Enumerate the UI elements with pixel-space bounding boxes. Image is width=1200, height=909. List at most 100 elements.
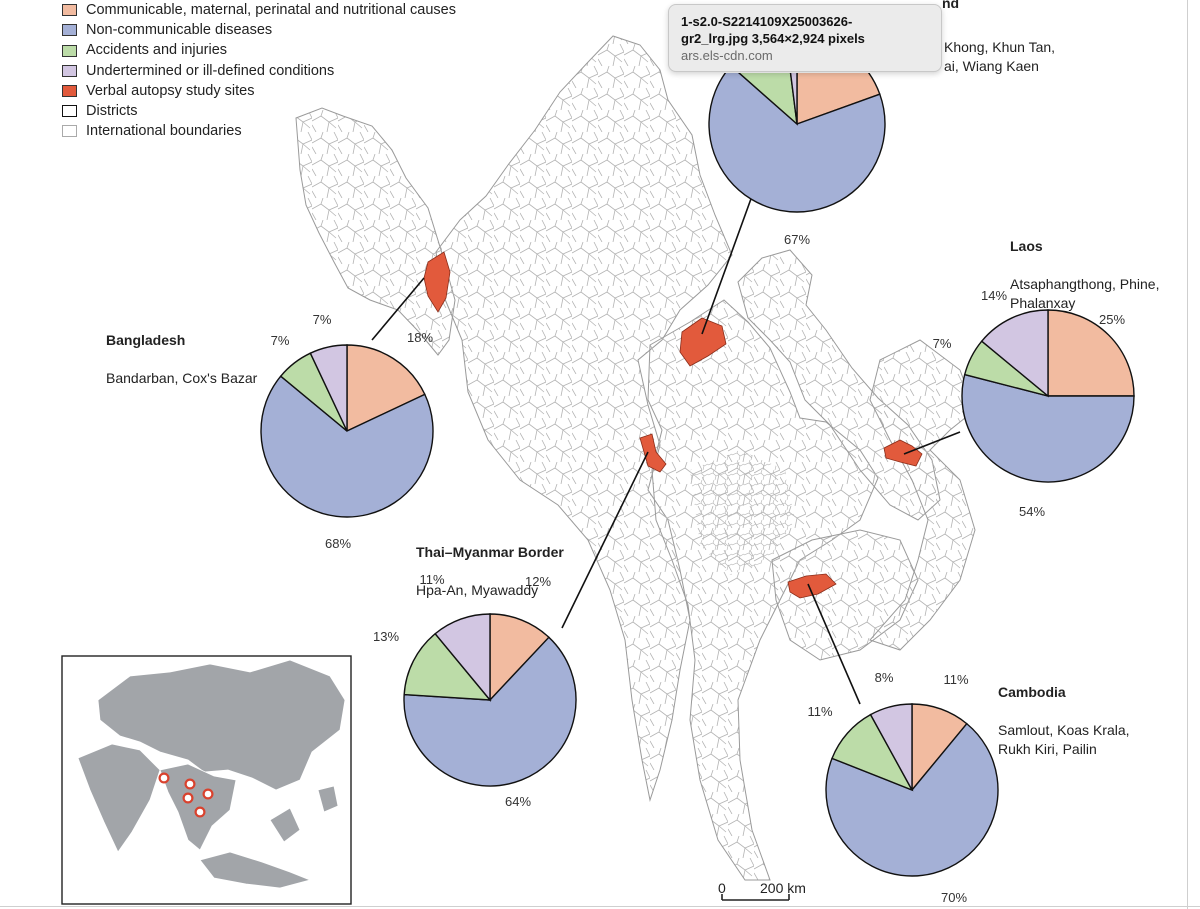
- tooltip-filename: 1-s2.0-S2214109X25003626- gr2_lrg.jpg 3,…: [681, 14, 865, 46]
- legend-label: Undertermined or ill-defined conditions: [86, 62, 335, 79]
- tooltip-source: ars.els-cdn.com: [681, 48, 773, 63]
- pie-label-border-ncd: 64%: [505, 794, 531, 809]
- pie-slice-communicable: [796, 73, 881, 125]
- pie-slice-undetermined: [309, 344, 348, 432]
- legend-swatch: [62, 105, 77, 118]
- legend-swatch: [62, 125, 77, 138]
- site-bangladesh: [423, 251, 451, 313]
- pie-slice-undetermined: [980, 309, 1049, 398]
- marker-pin-icon: [194, 806, 206, 818]
- legend-item-ncd: Non-communicable diseases: [62, 20, 456, 40]
- legend-label: Verbal autopsy study sites: [86, 82, 255, 99]
- label-thailand: nd: [942, 0, 959, 13]
- leader-cambodia: [807, 583, 861, 705]
- legend-label: Communicable, maternal, perinatal and nu…: [86, 2, 456, 18]
- pie-border: [403, 613, 577, 787]
- pie-slice-ncd: [825, 722, 999, 877]
- pie-slice-communicable: [346, 344, 426, 433]
- pie-label-cambodia-undetermined: 8%: [875, 670, 894, 685]
- site-name: Bangladesh: [106, 332, 186, 348]
- pie-slice-injury: [738, 73, 798, 126]
- legend-item-districts: Districts: [62, 101, 456, 121]
- pie-label-border-undetermined: 11%: [419, 572, 444, 587]
- site-name: Thai–Myanmar Border: [416, 544, 564, 560]
- label-bangladesh: Bangladesh Bandarban, Cox's Bazar: [106, 312, 257, 407]
- site-thailand-north: [679, 317, 727, 367]
- site-places: Samlout, Koas Krala, Rukh Kiri, Pailin: [998, 722, 1130, 757]
- pie-label-laos-communicable: 25%: [1099, 312, 1125, 327]
- leader-laos: [903, 431, 961, 455]
- pie-label-bangladesh-injury: 7%: [271, 333, 290, 348]
- pie-slice-injury: [403, 632, 492, 701]
- bangladesh-landmass: [295, 107, 456, 356]
- legend-label: International boundaries: [86, 123, 242, 140]
- legend-item-communicable: Communicable, maternal, perinatal and nu…: [62, 0, 456, 20]
- label-laos: Laos Atsaphangthong, Phine, Phalanxay: [1010, 218, 1159, 332]
- window-edge-right: [1187, 0, 1188, 909]
- pie-thailand: [708, 73, 886, 213]
- legend-label: Accidents and injuries: [86, 42, 228, 59]
- pie-slice-ncd: [403, 636, 577, 787]
- site-laos: [883, 439, 923, 467]
- label-cambodia: Cambodia Samlout, Koas Krala, Rukh Kiri,…: [998, 664, 1130, 778]
- leader-thailand: [701, 195, 753, 335]
- pie-slice-ncd: [708, 73, 886, 213]
- pie-label-thailand-ncd: 67%: [784, 232, 810, 247]
- pie-label-bangladesh-ncd: 68%: [325, 536, 351, 551]
- legend-swatch: [62, 64, 77, 77]
- bangkok-dense-districts: [690, 450, 795, 575]
- pie-bangladesh: [260, 344, 434, 518]
- legend-label: Districts: [86, 103, 138, 120]
- pie-slice-ncd: [260, 375, 434, 518]
- site-thai-myanmar-border: [639, 433, 667, 473]
- pie-label-bangladesh-communicable: 18%: [407, 330, 433, 345]
- window-edge-bottom: [0, 906, 1200, 907]
- inset-map: [61, 655, 352, 905]
- site-places: Bandarban, Cox's Bazar: [106, 370, 258, 386]
- scale-bar: 0 200 km: [718, 880, 806, 901]
- pie-label-cambodia-communicable: 11%: [943, 672, 968, 687]
- marker-pin-icon: [182, 792, 194, 804]
- site-places: Atsaphangthong, Phine, Phalanxay: [1010, 276, 1160, 311]
- pie-slice-communicable: [489, 613, 550, 702]
- scale-zero: 0: [718, 880, 726, 896]
- pie-slice-communicable: [1047, 309, 1135, 397]
- pie-slice-undetermined: [869, 703, 913, 791]
- site-name: nd: [942, 0, 960, 11]
- legend-item-sites: Verbal autopsy study sites: [62, 81, 456, 101]
- pie-label-cambodia-injury: 11%: [807, 704, 832, 719]
- legend-item-injury: Accidents and injuries: [62, 40, 456, 60]
- site-cambodia: [787, 573, 837, 599]
- site-name: Laos: [1010, 238, 1043, 254]
- pie-label-bangladesh-undetermined: 7%: [313, 312, 332, 327]
- legend-swatch: [62, 4, 77, 17]
- pie-label-laos-undetermined: 14%: [981, 288, 1007, 303]
- inset-india: [77, 743, 161, 853]
- inset-china-region: [97, 659, 346, 791]
- pie-laos: [961, 309, 1135, 483]
- image-info-tooltip: 1-s2.0-S2214109X25003626- gr2_lrg.jpg 3,…: [668, 4, 942, 72]
- pie-label-laos-ncd: 54%: [1019, 504, 1045, 519]
- label-border: Thai–Myanmar Border Hpa-An, Myawaddy: [416, 524, 564, 619]
- site-places: Hpa-An, Myawaddy: [416, 582, 539, 598]
- legend-item-undetermined: Undertermined or ill-defined conditions: [62, 61, 456, 81]
- legend-swatch: [62, 44, 77, 57]
- pie-slice-undetermined: [434, 613, 491, 702]
- legend-item-boundaries: International boundaries: [62, 121, 456, 141]
- pie-slice-ncd: [961, 373, 1135, 483]
- site-places: Khong, Khun Tan, ai, Wiang Kaen: [944, 39, 1056, 74]
- legend: Communicable, maternal, perinatal and nu…: [62, 0, 456, 141]
- label-thailand-places: Khong, Khun Tan, ai, Wiang Kaen: [944, 19, 1055, 95]
- scale-distance: 200 km: [760, 880, 806, 896]
- pie-label-laos-injury: 7%: [933, 336, 952, 351]
- inset-site-markers: [158, 772, 214, 818]
- site-name: Cambodia: [998, 684, 1066, 700]
- legend-swatch: [62, 24, 77, 37]
- pie-slice-undetermined: [789, 73, 798, 125]
- leader-bangladesh: [371, 277, 425, 341]
- pie-label-border-injury: 13%: [373, 629, 399, 644]
- marker-pin-icon: [158, 772, 170, 784]
- legend-label: Non-communicable diseases: [86, 22, 273, 39]
- leader-border: [561, 451, 649, 629]
